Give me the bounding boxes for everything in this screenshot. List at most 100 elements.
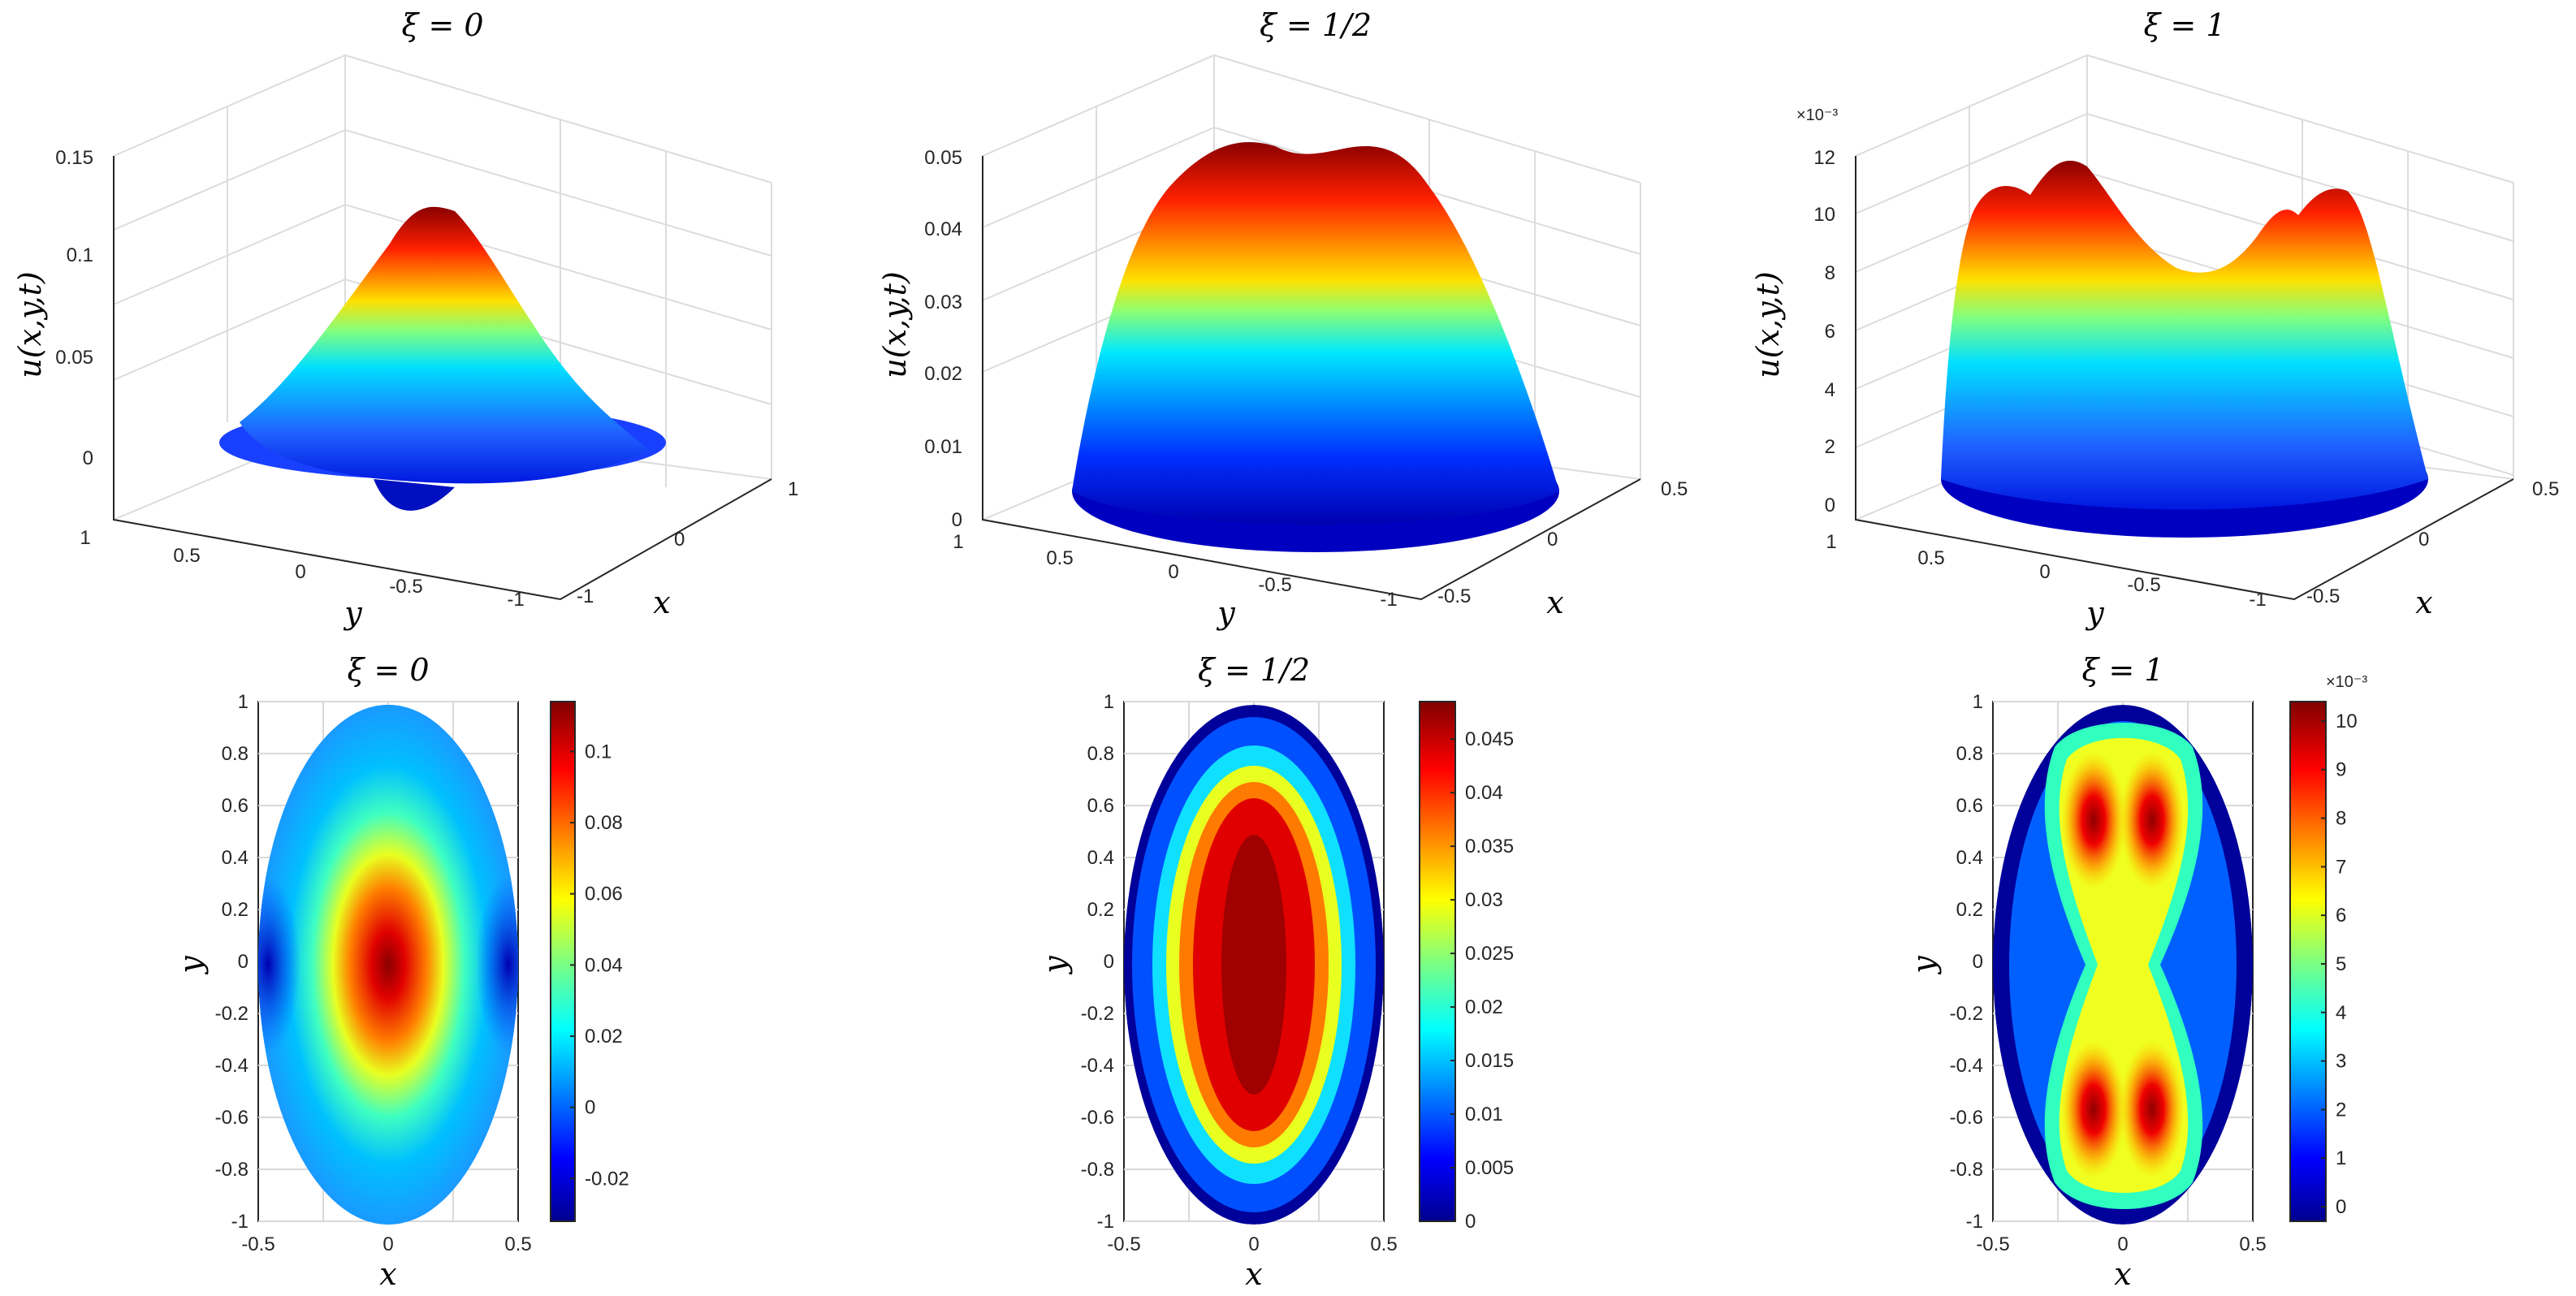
heatmap-1-title: ξ = 0 xyxy=(347,652,429,688)
surface-3-mesh xyxy=(1941,160,2428,510)
heatmap-1-yticks: 1 0.8 0.6 0.4 0.2 0 -0.2 -0.4 -0.6 -0.8 -1 xyxy=(215,691,249,1233)
colorbar-tick: 0 xyxy=(2336,1196,2346,1218)
heatmap-y-tick: 0.4 xyxy=(222,847,249,869)
surface-1-y-tick: 0.5 xyxy=(173,545,200,567)
colorbar-tick: 8 xyxy=(2336,808,2346,830)
heatmap-3-colorbar xyxy=(2289,701,2327,1222)
colorbar-tick: 0.1 xyxy=(585,741,612,762)
surface-plot-2: ξ = 1/2 0.05 0.04 0.03 0.02 0.01 0 1 0.5… xyxy=(877,7,1688,631)
surface-3-z-tick: 2 xyxy=(1825,436,1835,458)
surface-3-z-tick: 8 xyxy=(1825,262,1835,284)
heatmap-3-cbticks: 0 1 2 3 4 5 6 7 8 9 10 xyxy=(2321,711,2358,1218)
heatmap-2-title: ξ = 1/2 xyxy=(1198,652,1310,688)
heatmap-y-tick: 0.2 xyxy=(1956,899,1983,921)
heatmap-plot-3: ξ = 1 1 0.8 0.6 0.4 0.2 0 -0.2 -0.4 -0.6 -0.8 -1 -… xyxy=(1906,652,2367,1292)
surface-1-mesh xyxy=(240,206,650,484)
heatmap-y-tick: 0.8 xyxy=(222,743,249,765)
heatmap-y-tick: -0.2 xyxy=(1081,1003,1114,1025)
surface-2-z-tick: 0.05 xyxy=(924,147,962,169)
heatmap-y-tick: -1 xyxy=(1966,1211,1983,1233)
heatmap-y-tick: 0.4 xyxy=(1956,847,1983,869)
heatmap-3-x-tick: 0 xyxy=(2117,1233,2128,1255)
colorbar-tick: 0.03 xyxy=(1465,889,1503,911)
heatmap-y-tick: 0.6 xyxy=(1956,795,1983,817)
surface-1-ylabel: y xyxy=(343,595,362,631)
surface-2-y-tick: 0 xyxy=(1168,561,1178,583)
heatmap-y-tick: -0.4 xyxy=(215,1055,249,1077)
colorbar-tick: 0.01 xyxy=(1465,1104,1503,1125)
surface-1-zlabel: u(x,y,t) xyxy=(12,271,48,378)
heatmap-y-tick: -0.6 xyxy=(1950,1107,1983,1129)
colorbar-tick: 3 xyxy=(2336,1051,2346,1073)
heatmap-y-tick: -0.2 xyxy=(1950,1003,1983,1025)
surface-3-xlabel: x xyxy=(2415,585,2432,620)
surface-1-x-tick: 0 xyxy=(674,529,685,551)
surface-1-y-tick: 0 xyxy=(295,561,305,583)
colorbar-tick: 10 xyxy=(2336,711,2358,732)
surface-1-z-tick: 0.15 xyxy=(55,147,93,169)
surface-3-ylabel: y xyxy=(2085,595,2104,631)
colorbar-tick: 0.005 xyxy=(1465,1157,1514,1179)
colorbar-tick: 9 xyxy=(2336,759,2346,781)
surface-2-y-tick: -0.5 xyxy=(1258,574,1291,596)
surface-2-ylabel: y xyxy=(1216,595,1235,631)
surface-1-xlabel: x xyxy=(653,585,670,620)
surface-3-z-exponent: ×10⁻³ xyxy=(1796,106,1838,124)
surface-3-x-tick: 0.5 xyxy=(2532,478,2559,500)
heatmap-1-x-tick: -0.5 xyxy=(241,1233,274,1255)
heatmap-2-xlabel: x xyxy=(1245,1256,1262,1292)
colorbar-tick: 5 xyxy=(2336,953,2346,975)
heatmap-y-tick: -0.4 xyxy=(1081,1055,1114,1077)
heatmap-3-ylabel: y xyxy=(1906,956,1942,975)
surface-3-y-tick: -1 xyxy=(2249,589,2266,611)
colorbar-tick: 0.04 xyxy=(1465,782,1503,804)
surface-2-x-tick: 0.5 xyxy=(1661,478,1688,500)
heatmap-y-tick: 0 xyxy=(1973,951,1983,973)
surface-3-z-tick: 6 xyxy=(1825,321,1835,343)
heatmap-3-yticks: 1 0.8 0.6 0.4 0.2 0 -0.2 -0.4 -0.6 -0.8 -1 xyxy=(1950,691,1983,1233)
heatmap-3-x-tick: 0.5 xyxy=(2239,1233,2266,1255)
surface-plot-3: ξ = 1 ×10⁻³ 12 10 8 6 4 2 0 1 0.5 0 xyxy=(1750,7,2559,631)
surface-1-y-tick: 1 xyxy=(80,527,90,549)
surface-3-x-tick: -0.5 xyxy=(2306,585,2340,607)
heatmap-y-tick: 1 xyxy=(1973,691,1983,713)
heatmap-plot-2: ξ = 1/2 1 0.8 0.6 0.4 0.2 0 -0.2 -0.4 -0.6 -0.8 -1… xyxy=(1037,652,1514,1292)
heatmap-2-x-tick: -0.5 xyxy=(1107,1233,1140,1255)
heatmap-y-tick: 0 xyxy=(238,951,249,973)
surface-2-z-tick: 0.04 xyxy=(924,218,962,240)
surface-2-z-tick: 0.01 xyxy=(924,436,962,458)
surface-3-y-tick: 1 xyxy=(1826,531,1836,553)
heatmap-3-cb-exponent: ×10⁻³ xyxy=(2326,673,2367,691)
heatmap-3-title: ξ = 1 xyxy=(2081,652,2163,688)
heatmap-1-x-tick: 0 xyxy=(383,1233,393,1255)
surface-1-z-tick: 0.05 xyxy=(55,347,93,369)
surface-3-zlabel: u(x,y,t) xyxy=(1750,271,1786,378)
heatmap-3-field xyxy=(1993,705,2253,1225)
colorbar-tick: 0.045 xyxy=(1465,728,1514,750)
heatmap-y-tick: 0.2 xyxy=(1087,899,1114,921)
colorbar-tick: 0.02 xyxy=(585,1026,623,1048)
heatmap-y-tick: -0.4 xyxy=(1950,1055,1983,1077)
heatmap-2-colorbar xyxy=(1419,701,1456,1222)
heatmap-y-tick: -0.8 xyxy=(1081,1159,1114,1181)
heatmap-y-tick: 1 xyxy=(238,691,249,713)
surface-1-x-tick: -1 xyxy=(577,585,594,607)
surface-1-box xyxy=(113,54,772,521)
heatmap-2-yticks: 1 0.8 0.6 0.4 0.2 0 -0.2 -0.4 -0.6 -0.8 -1 xyxy=(1081,691,1114,1233)
heatmap-y-tick: 0.8 xyxy=(1087,743,1114,765)
surface-2-xlabel: x xyxy=(1546,585,1563,620)
surface-1-y-tick: -0.5 xyxy=(389,576,422,598)
surface-plot-1: ξ = 0 0.15 0.1 0.05 0 1 0.5 0 -0.5 xyxy=(12,7,798,631)
surface-3-x-tick: 0 xyxy=(2418,529,2429,551)
surface-3-title: ξ = 1 xyxy=(2143,7,2225,43)
surface-3-y-tick: 0.5 xyxy=(1917,547,1944,569)
heatmap-y-tick: -0.2 xyxy=(215,1003,249,1025)
surface-2-z-tick: 0.03 xyxy=(924,292,962,313)
heatmap-y-tick: 1 xyxy=(1104,691,1114,713)
heatmap-1-x-tick: 0.5 xyxy=(504,1233,531,1255)
surface-2-x-tick: -0.5 xyxy=(1437,585,1471,607)
heatmap-plot-1: ξ = 0 1 0.8 0.6 0.4 0.2 0 -0.2 -0.4 -0.6 -0.8 -1 -… xyxy=(173,652,629,1292)
surface-2-y-tick: -1 xyxy=(1380,589,1397,611)
surface-2-title: ξ = 1/2 xyxy=(1260,7,1372,43)
colorbar-tick: -0.02 xyxy=(585,1168,629,1190)
